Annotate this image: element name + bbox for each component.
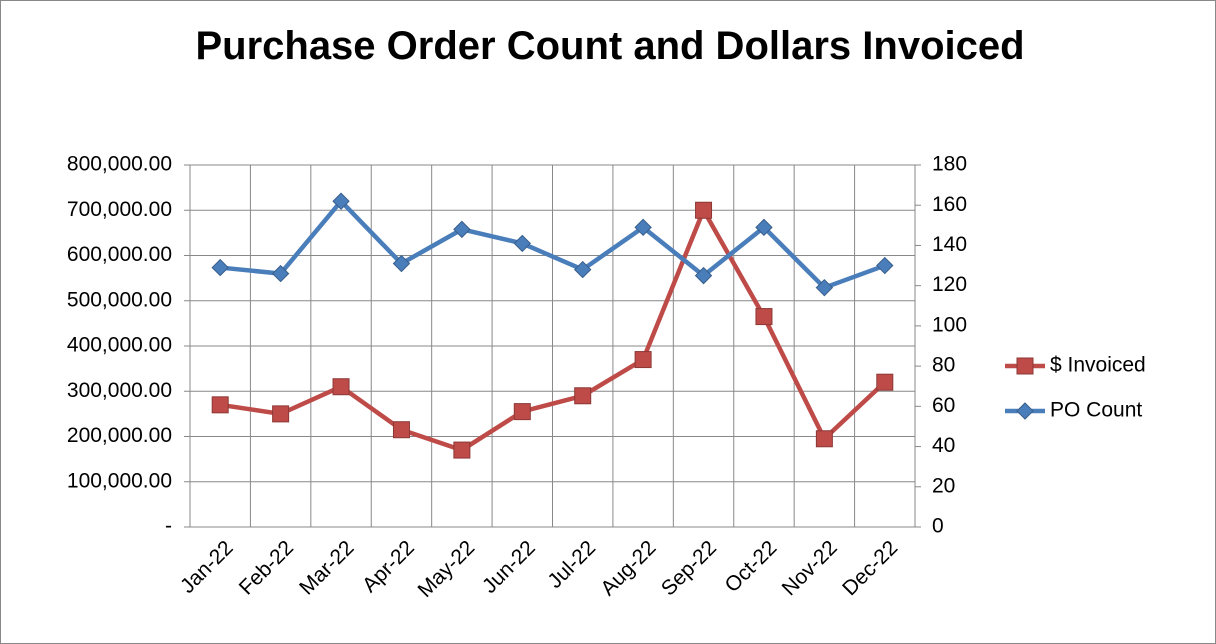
y2-tick-label: 80 (932, 354, 955, 377)
point-marker (392, 254, 411, 273)
point-marker (513, 234, 531, 253)
x-tick-label: Apr-22 (358, 536, 419, 597)
series-line (219, 208, 887, 453)
y2-tick-label: 0 (932, 515, 944, 538)
point-marker (332, 192, 350, 210)
y-tick-label: 500,000.00 (67, 288, 172, 311)
y-tick-label: - (165, 515, 172, 538)
point-marker (453, 220, 471, 239)
chart-title: Purchase Order Count and Dollars Invoice… (195, 24, 1025, 68)
point-marker (272, 405, 290, 423)
point-marker (815, 430, 833, 448)
point-marker (634, 218, 652, 237)
point-marker (876, 256, 894, 275)
legend-marker (1016, 402, 1034, 420)
legend-label: $ Invoiced (1050, 354, 1146, 377)
x-tick-label: Mar-22 (295, 536, 358, 599)
y2-tick-label: 20 (932, 474, 955, 497)
point-marker (211, 396, 229, 414)
y2-tick-label: 160 (932, 193, 967, 216)
x-tick-label: Nov-22 (778, 536, 842, 600)
x-tick-label: May-22 (414, 536, 480, 602)
x-tick-label: Jul-22 (543, 536, 600, 593)
y2-tick-label: 100 (932, 313, 967, 336)
x-tick-label: Jan-22 (176, 536, 238, 598)
x-tick-label: Sep-22 (657, 536, 721, 600)
point-marker (694, 266, 713, 285)
y2-tick-label: 140 (932, 233, 967, 256)
point-marker (574, 387, 592, 405)
x-tick-label: Feb-22 (235, 536, 298, 599)
y2-tick-label: 60 (932, 394, 955, 417)
point-marker (695, 201, 713, 219)
series-line (219, 198, 886, 290)
y-tick-label: 400,000.00 (67, 334, 172, 357)
point-marker (211, 258, 229, 277)
y2-tick-label: 120 (932, 273, 967, 296)
y-tick-label: 100,000.00 (67, 469, 172, 492)
point-marker (634, 351, 652, 369)
point-marker (755, 308, 773, 326)
legend-marker (1016, 357, 1034, 375)
point-marker (513, 403, 531, 421)
point-marker (392, 421, 410, 439)
y-tick-label: 300,000.00 (67, 379, 172, 402)
point-marker (271, 264, 290, 283)
x-tick-label: Dec-22 (838, 536, 902, 600)
point-marker (876, 373, 894, 391)
point-marker (453, 441, 471, 459)
y2-tick-label: 180 (932, 153, 967, 176)
y2-tick-label: 40 (932, 434, 955, 457)
x-tick-label: Oct-22 (721, 536, 782, 597)
x-tick-label: Jun-22 (478, 536, 540, 598)
y-tick-label: 600,000.00 (67, 243, 172, 266)
legend-label: PO Count (1050, 399, 1142, 422)
point-marker (815, 278, 834, 297)
y-tick-label: 800,000.00 (67, 153, 172, 176)
y-tick-label: 200,000.00 (67, 424, 172, 447)
point-marker (574, 260, 592, 279)
y-tick-label: 700,000.00 (67, 198, 172, 221)
x-tick-label: Aug-22 (596, 536, 660, 600)
point-marker (332, 378, 350, 396)
point-marker (755, 218, 773, 237)
